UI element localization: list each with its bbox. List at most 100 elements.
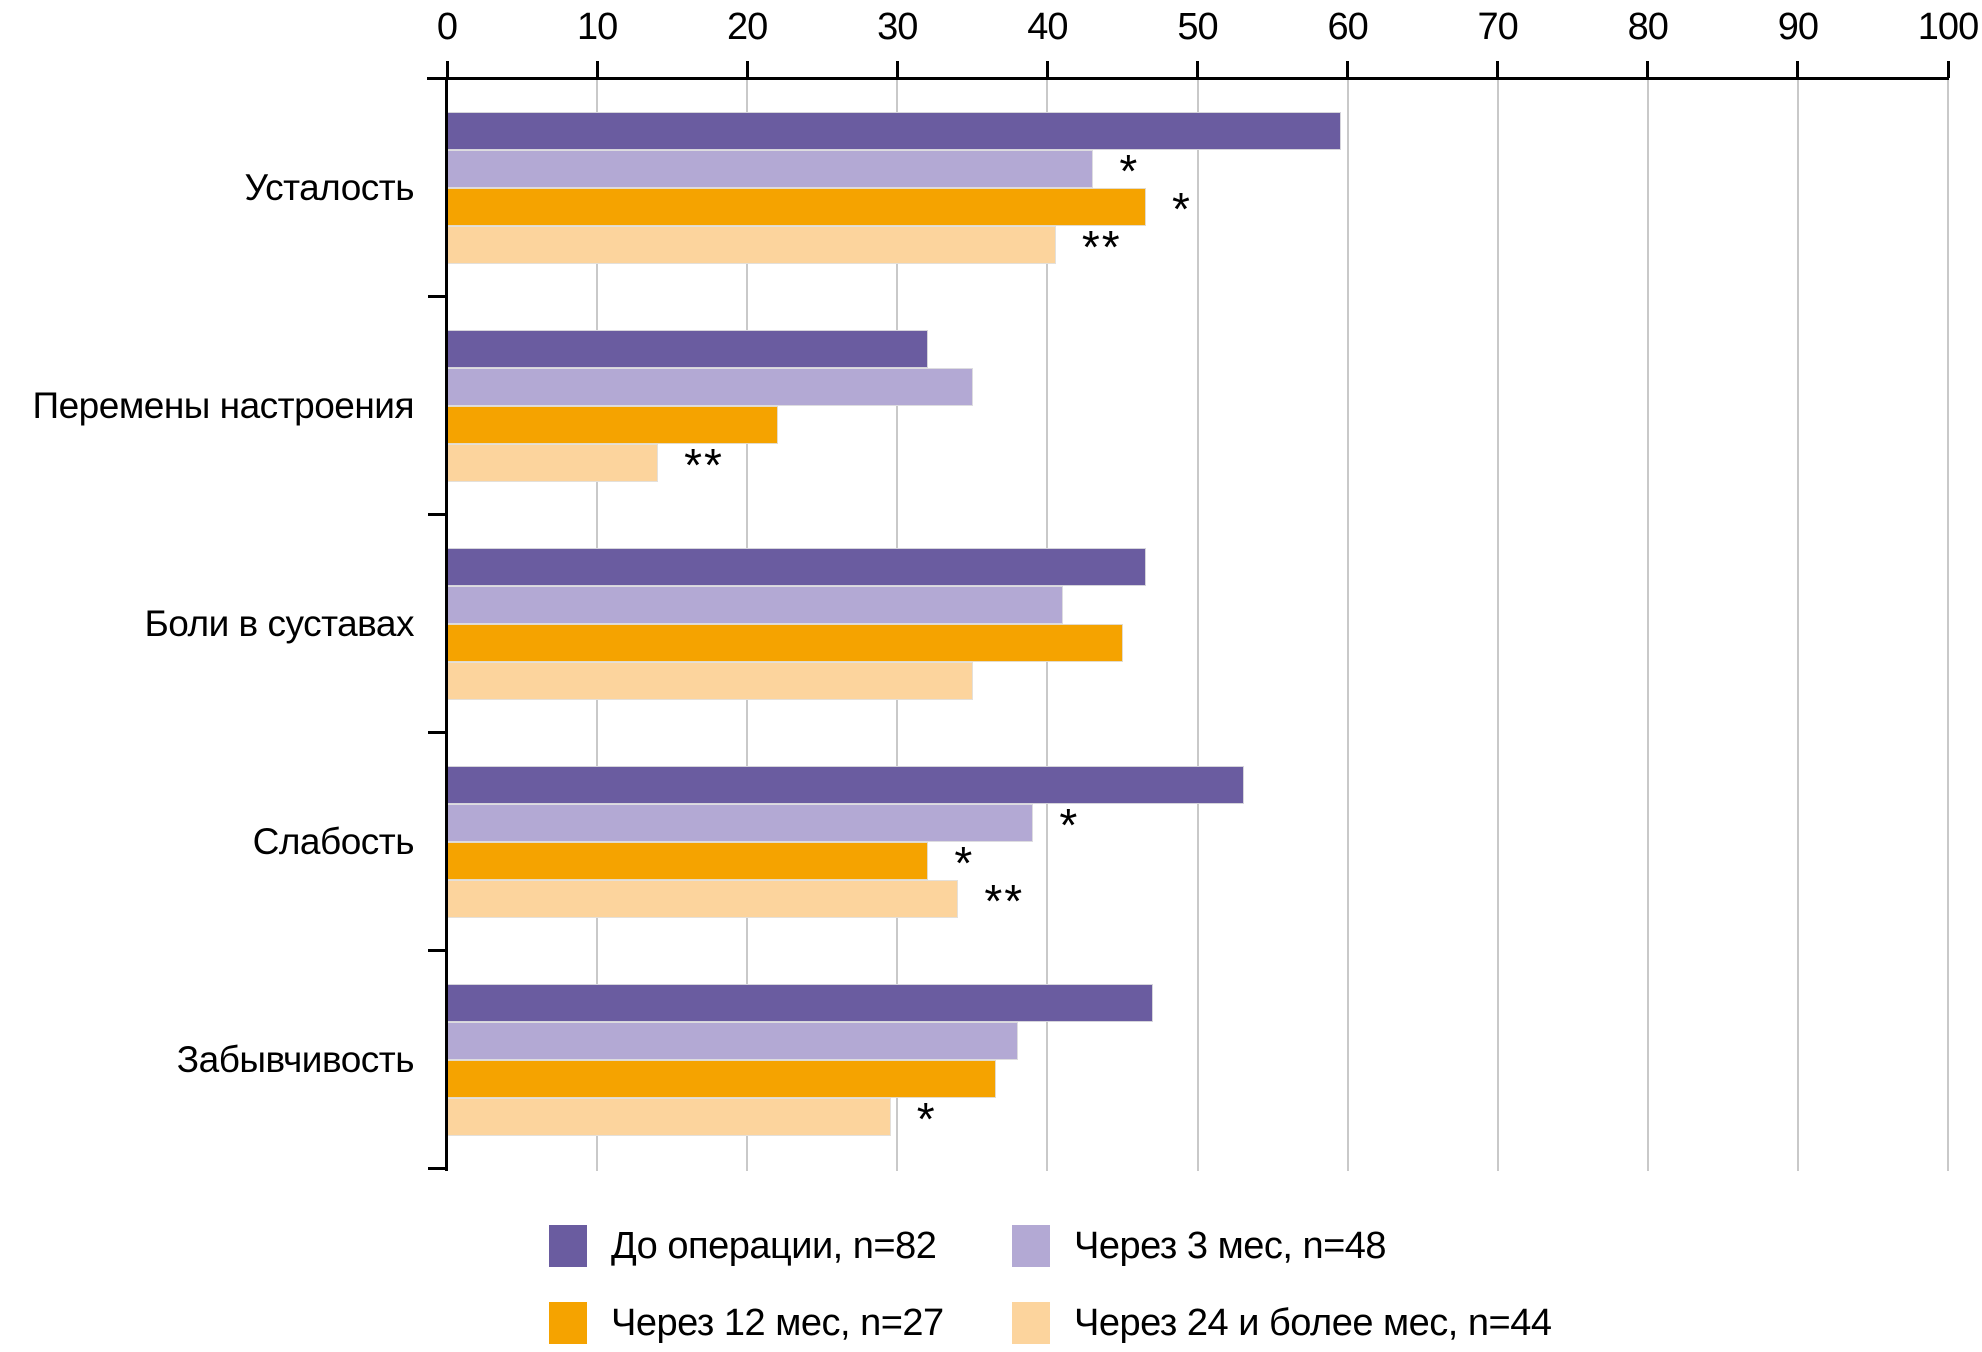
bar-series-2	[448, 804, 1034, 842]
bar-row	[448, 112, 1949, 150]
bar-series-1	[448, 984, 1154, 1022]
bar-group: *	[448, 984, 1949, 1145]
x-tick-mark	[595, 61, 599, 78]
x-tick-label: 90	[1777, 6, 1819, 48]
y-tick-mark	[428, 949, 448, 952]
bar-row: *	[448, 148, 1949, 194]
y-tick-mark	[428, 731, 448, 734]
bar-row: *	[448, 837, 1949, 889]
bar-series-1	[448, 766, 1244, 804]
legend-item-1: До операции, n=82	[549, 1224, 1012, 1268]
gridline	[1346, 79, 1349, 1171]
x-tick-mark	[445, 61, 449, 78]
bar-series-3	[448, 188, 1146, 226]
bar-group: * * **	[448, 766, 1949, 927]
y-tick-mark	[428, 513, 448, 516]
chart-legend: До операции, n=82 Через 3 мес, n=48 Через …	[549, 1224, 1552, 1345]
bar-series-4	[448, 662, 974, 700]
legend-swatch	[549, 1302, 587, 1344]
bar-series-3	[448, 624, 1124, 662]
x-tick-label: 0	[436, 6, 458, 48]
x-tick-mark	[745, 61, 749, 78]
bar-group: * * **	[448, 112, 1949, 270]
legend-item-4: Через 24 и более мес, n=44	[1012, 1301, 1552, 1345]
legend-item-3: Через 12 мес, n=27	[549, 1301, 1012, 1345]
gridline	[1947, 79, 1949, 1171]
bar-row: *	[448, 799, 1949, 851]
y-tick-mark	[428, 1167, 448, 1170]
x-tick-mark	[1196, 61, 1199, 78]
significance-marker: *	[916, 1093, 937, 1145]
gridline	[1796, 79, 1799, 1171]
x-axis-line	[427, 77, 1949, 80]
x-tick-mark	[1045, 61, 1049, 78]
bar-series-4	[448, 226, 1056, 264]
x-tick-mark	[895, 61, 899, 78]
bar-series-2	[448, 586, 1064, 624]
significance-marker: **	[984, 875, 1025, 927]
x-tick-label: 100	[1917, 6, 1979, 48]
legend-label: Через 12 мес, n=27	[611, 1301, 944, 1344]
bar-series-3	[448, 1060, 996, 1098]
x-tick-label: 70	[1477, 6, 1519, 48]
legend-label: До операции, n=82	[611, 1224, 937, 1267]
bar-series-3	[448, 842, 929, 880]
significance-marker: *	[954, 837, 975, 889]
bar-row	[448, 662, 1949, 700]
category-label: Слабость	[252, 821, 415, 862]
bar-row	[448, 330, 1949, 368]
bar-row: *	[448, 1093, 1949, 1145]
bar-row	[448, 586, 1949, 624]
x-tick-mark	[1946, 61, 1950, 78]
significance-marker: *	[1171, 183, 1192, 235]
significance-marker: **	[684, 439, 724, 491]
legend-swatch	[549, 1225, 587, 1267]
bar-row	[448, 984, 1949, 1022]
legend-label: Через 3 мес, n=48	[1074, 1224, 1387, 1267]
gridline	[1646, 79, 1649, 1171]
x-tick-label: 60	[1327, 6, 1368, 48]
bar-series-1	[448, 112, 1342, 150]
x-tick-mark	[1346, 61, 1350, 78]
x-tick-label: 50	[1177, 6, 1218, 48]
x-tick-mark	[1796, 61, 1800, 78]
bar-group	[448, 548, 1949, 700]
x-tick-label: 30	[877, 6, 918, 48]
category-label: Боли в суставах	[144, 603, 414, 644]
bar-row: **	[448, 439, 1949, 491]
bar-series-2	[448, 150, 1094, 188]
bar-row	[448, 1022, 1949, 1060]
category-label: Забывчивость	[176, 1039, 415, 1080]
bar-series-4	[448, 444, 659, 482]
x-tick-mark	[1646, 61, 1650, 78]
bar-row	[448, 624, 1949, 662]
x-tick-mark	[1496, 61, 1500, 78]
bar-row: *	[448, 183, 1949, 235]
bar-row	[448, 406, 1949, 444]
bar-series-3	[448, 406, 779, 444]
y-tick-mark	[428, 295, 448, 298]
category-label: Перемены настроения	[32, 385, 415, 426]
category-label: Усталость	[244, 167, 415, 208]
legend-label: Через 24 и более мес, n=44	[1074, 1301, 1552, 1344]
y-axis-line	[445, 78, 448, 1171]
bar-series-1	[448, 548, 1146, 586]
legend-item-2: Через 3 мес, n=48	[1012, 1224, 1552, 1268]
x-tick-label: 10	[576, 6, 618, 48]
bar-row	[448, 1060, 1949, 1098]
gridline	[1196, 79, 1199, 1171]
bar-series-4	[448, 1098, 891, 1136]
bar-series-4	[448, 880, 959, 918]
bar-series-2	[448, 368, 974, 406]
significance-marker: *	[1059, 799, 1080, 851]
bar-row: **	[448, 875, 1949, 927]
x-tick-label: 40	[1027, 6, 1068, 48]
x-tick-label: 80	[1627, 6, 1669, 48]
bar-row	[448, 766, 1949, 804]
bar-row	[448, 368, 1949, 406]
bar-row: **	[448, 224, 1949, 270]
legend-swatch	[1012, 1302, 1050, 1344]
bar-series-1	[448, 330, 929, 368]
bar-group: **	[448, 330, 1949, 491]
